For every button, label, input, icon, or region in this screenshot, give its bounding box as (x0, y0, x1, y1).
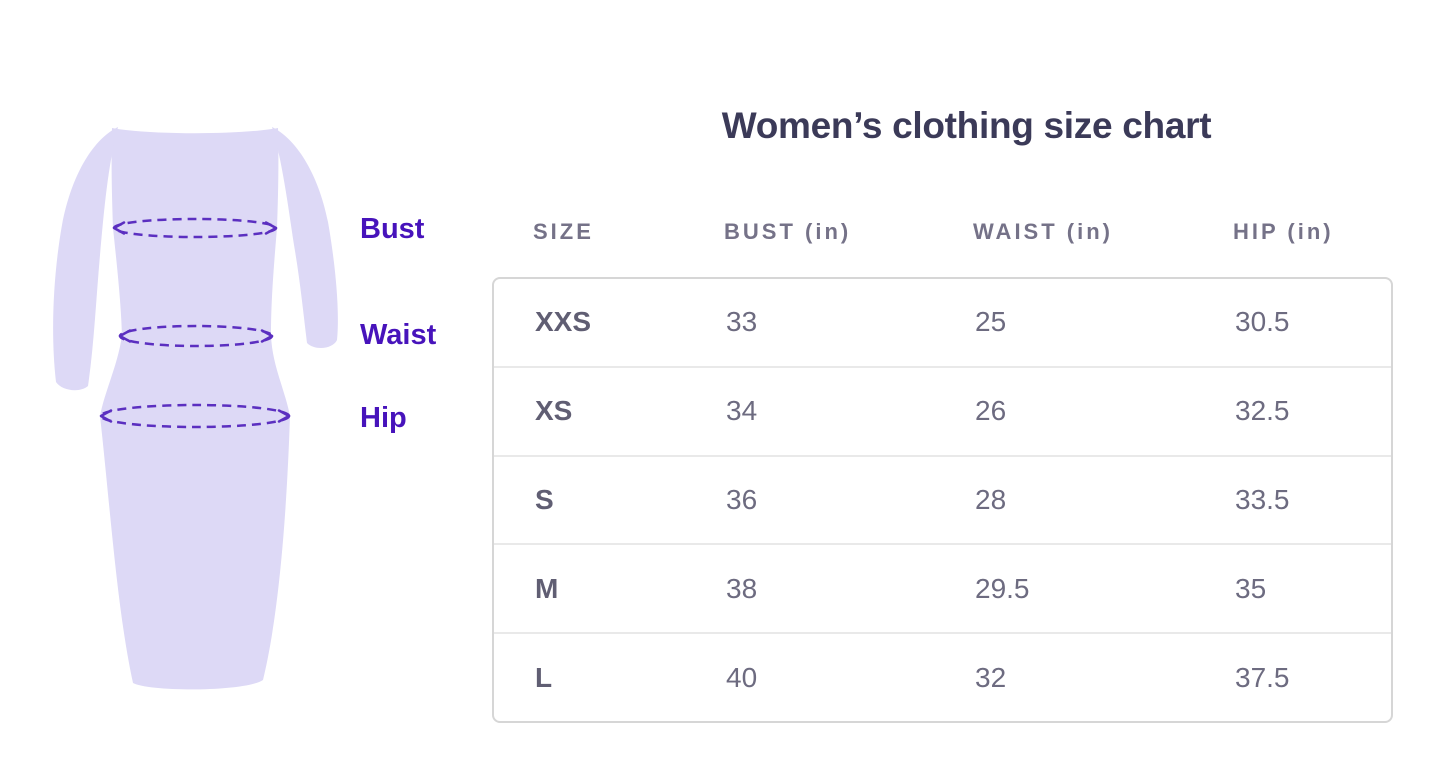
table-row-xs: XS 34 26 32.5 (494, 365, 1391, 455)
column-header-bust: BUST (in) (724, 219, 852, 244)
bust-cell: 40 (726, 661, 758, 693)
waist-cell: 25 (975, 306, 1007, 338)
table-row-s: S 36 28 33.5 (494, 454, 1391, 544)
waist-cell: 29.5 (975, 572, 1030, 604)
bust-cell: 38 (726, 572, 758, 604)
dress-illustration (53, 127, 338, 690)
table-row-l: L 40 32 37.5 (494, 632, 1391, 721)
size-table: XXS 33 25 30.5 XS 34 26 32.5 S 36 28 33.… (492, 277, 1393, 723)
size-cell: S (535, 483, 554, 515)
table-row-xxs: XXS 33 25 30.5 (494, 279, 1391, 366)
table-row-m: M 38 29.5 35 (494, 543, 1391, 632)
column-header-hip: HIP (in) (1233, 219, 1334, 244)
table-header-row: SIZE BUST (in) WAIST (in) HIP (in) (492, 219, 1393, 245)
hip-cell: 37.5 (1235, 661, 1290, 693)
waist-cell: 32 (975, 661, 1007, 693)
dress-right-sleeve-shape (272, 127, 338, 349)
hip-cell: 32.5 (1235, 395, 1290, 427)
dress-left-sleeve-shape (53, 127, 118, 391)
hip-cell: 30.5 (1235, 306, 1290, 338)
size-cell: XS (535, 395, 573, 427)
waist-cell: 26 (975, 395, 1007, 427)
dress-body-shape (100, 128, 290, 690)
waist-cell: 28 (975, 483, 1007, 515)
hip-label: Hip (360, 402, 407, 434)
size-cell: L (535, 661, 553, 693)
column-header-size: SIZE (533, 219, 594, 244)
column-header-waist: WAIST (in) (973, 219, 1113, 244)
size-cell: M (535, 572, 559, 604)
bust-label: Bust (360, 213, 425, 245)
bust-cell: 36 (726, 483, 758, 515)
size-cell: XXS (535, 306, 592, 338)
hip-cell: 33.5 (1235, 483, 1290, 515)
hip-measure-line (99, 403, 291, 429)
bust-cell: 33 (726, 306, 758, 338)
bust-measure-line (112, 217, 278, 239)
bust-cell: 34 (726, 395, 758, 427)
waist-measure-line (118, 324, 274, 348)
page-title: Women’s clothing size chart (721, 105, 1212, 146)
waist-label: Waist (360, 319, 437, 351)
hip-cell: 35 (1235, 572, 1267, 604)
